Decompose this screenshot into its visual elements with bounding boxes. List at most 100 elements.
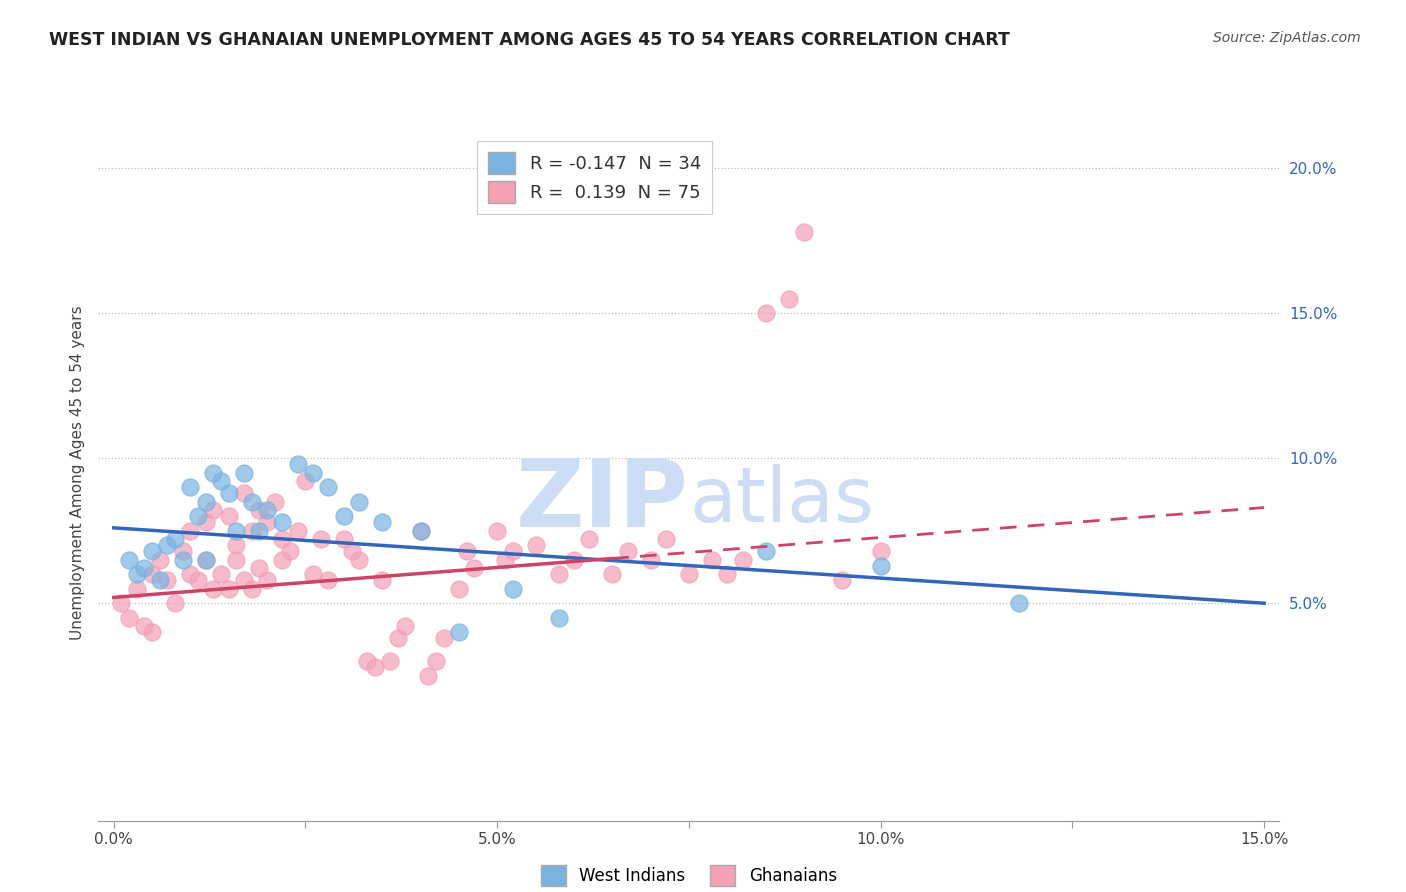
Point xyxy=(187,573,209,587)
Point xyxy=(387,631,409,645)
Point xyxy=(240,582,263,596)
Point xyxy=(240,524,263,538)
Point xyxy=(578,533,600,547)
Point xyxy=(600,567,623,582)
Point xyxy=(249,503,271,517)
Point xyxy=(755,306,778,320)
Point xyxy=(271,515,294,529)
Point xyxy=(432,631,454,645)
Point xyxy=(547,611,569,625)
Point xyxy=(218,486,240,500)
Point xyxy=(700,552,723,567)
Point xyxy=(156,538,179,552)
Point xyxy=(256,573,278,587)
Point xyxy=(294,475,316,489)
Point xyxy=(309,533,332,547)
Point xyxy=(134,619,156,633)
Point xyxy=(371,573,394,587)
Point xyxy=(655,533,678,547)
Point xyxy=(156,573,179,587)
Point xyxy=(716,567,738,582)
Point xyxy=(202,466,225,480)
Point xyxy=(869,558,891,573)
Point xyxy=(218,582,240,596)
Point xyxy=(172,552,194,567)
Point xyxy=(731,552,754,567)
Point xyxy=(202,582,225,596)
Point xyxy=(278,544,301,558)
Point xyxy=(118,552,141,567)
Point xyxy=(793,225,815,239)
Point xyxy=(110,596,132,610)
Point xyxy=(778,292,800,306)
Point xyxy=(233,573,256,587)
Point xyxy=(256,503,278,517)
Point xyxy=(165,533,187,547)
Point xyxy=(179,567,201,582)
Text: ZIP: ZIP xyxy=(516,455,689,547)
Point xyxy=(318,573,340,587)
Point xyxy=(616,544,638,558)
Point xyxy=(225,524,247,538)
Point xyxy=(141,567,163,582)
Point xyxy=(678,567,700,582)
Point xyxy=(456,544,478,558)
Text: WEST INDIAN VS GHANAIAN UNEMPLOYMENT AMONG AGES 45 TO 54 YEARS CORRELATION CHART: WEST INDIAN VS GHANAIAN UNEMPLOYMENT AMO… xyxy=(49,31,1010,49)
Point xyxy=(371,515,394,529)
Point xyxy=(179,480,201,494)
Point xyxy=(1008,596,1031,610)
Point xyxy=(333,533,356,547)
Point xyxy=(394,619,416,633)
Point xyxy=(271,552,294,567)
Point xyxy=(118,611,141,625)
Point xyxy=(287,457,309,471)
Point xyxy=(502,544,524,558)
Point xyxy=(218,509,240,524)
Point xyxy=(194,494,217,508)
Point xyxy=(225,538,247,552)
Point xyxy=(409,524,432,538)
Point xyxy=(165,596,187,610)
Point xyxy=(378,654,401,668)
Point xyxy=(194,515,217,529)
Point xyxy=(340,544,363,558)
Point xyxy=(347,552,370,567)
Point xyxy=(494,552,516,567)
Point xyxy=(640,552,662,567)
Point xyxy=(562,552,585,567)
Point xyxy=(418,669,440,683)
Point xyxy=(256,515,278,529)
Point xyxy=(409,524,432,538)
Point xyxy=(463,561,485,575)
Text: atlas: atlas xyxy=(689,464,873,538)
Point xyxy=(547,567,569,582)
Point xyxy=(755,544,778,558)
Point xyxy=(347,494,370,508)
Point xyxy=(187,509,209,524)
Point xyxy=(209,567,232,582)
Point xyxy=(172,544,194,558)
Point xyxy=(363,660,385,674)
Point xyxy=(486,524,509,538)
Point xyxy=(149,552,172,567)
Point xyxy=(271,533,294,547)
Legend: West Indians, Ghanaians: West Indians, Ghanaians xyxy=(534,859,844,892)
Point xyxy=(356,654,378,668)
Point xyxy=(179,524,201,538)
Y-axis label: Unemployment Among Ages 45 to 54 years: Unemployment Among Ages 45 to 54 years xyxy=(69,305,84,640)
Point xyxy=(233,466,256,480)
Point xyxy=(240,494,263,508)
Point xyxy=(318,480,340,494)
Point xyxy=(263,494,285,508)
Point xyxy=(524,538,547,552)
Point xyxy=(141,625,163,640)
Point xyxy=(249,561,271,575)
Point xyxy=(302,466,325,480)
Point xyxy=(134,561,156,575)
Point xyxy=(302,567,325,582)
Text: Source: ZipAtlas.com: Source: ZipAtlas.com xyxy=(1213,31,1361,45)
Point xyxy=(194,552,217,567)
Point xyxy=(447,582,470,596)
Point xyxy=(149,573,172,587)
Point xyxy=(202,503,225,517)
